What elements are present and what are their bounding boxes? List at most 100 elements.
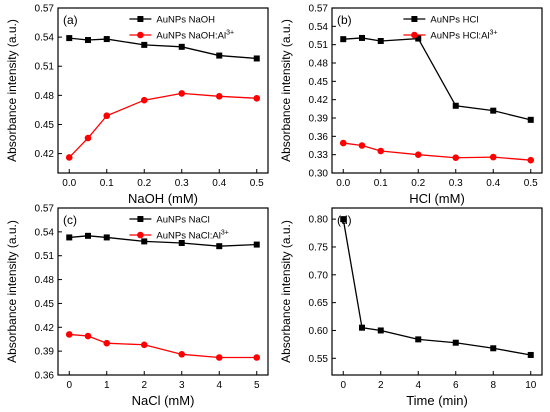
legend-label: AuNPs NaCl: [156, 215, 209, 226]
plot-frame: [331, 207, 543, 376]
y-tick-label: 0.36: [35, 371, 55, 382]
y-tick-label: 0.51: [35, 251, 55, 262]
x-tick-label: 2: [378, 380, 384, 391]
x-tick-label: 6: [453, 380, 459, 391]
data-point: [253, 354, 261, 361]
x-axis-title: NaOH (mM): [128, 191, 198, 206]
data-point: [140, 341, 148, 349]
y-tick-label: 0.51: [309, 40, 329, 51]
series-line: [343, 142, 531, 161]
legend-label-text: AuNPs HCl: [430, 15, 478, 26]
y-tick-label: 0.54: [35, 227, 55, 238]
data-point: [85, 232, 91, 239]
x-tick-label: 0.5: [524, 178, 538, 189]
x-tick-label: 0.1: [100, 178, 114, 189]
data-point: [415, 35, 422, 42]
plot-frame: [331, 7, 543, 174]
y-tick-label: 0.54: [35, 33, 55, 44]
data-point: [178, 90, 186, 97]
series-line: [68, 92, 257, 158]
data-point: [414, 151, 422, 158]
legend-label-superscript: 3+: [226, 30, 234, 37]
x-tick-label: 10: [525, 380, 537, 391]
x-axis-title: Time (min): [406, 393, 468, 408]
data-point: [377, 147, 385, 155]
y-tick-label: 0.45: [309, 77, 329, 88]
y-tick-label: 0.45: [35, 299, 55, 310]
x-axis-title: NaCl (mM): [132, 393, 195, 408]
series-line: [343, 37, 531, 121]
y-tick-label: 0.39: [309, 114, 329, 125]
data-point: [215, 93, 223, 100]
data-point: [141, 41, 148, 48]
legend-label-text: AuNPs HCl:Al: [430, 31, 489, 42]
x-tick-label: 0.0: [336, 178, 350, 189]
data-point: [215, 354, 223, 361]
y-tick-label: 0.45: [35, 120, 55, 131]
data-point: [178, 351, 186, 358]
y-tick-label: 0.70: [309, 270, 329, 281]
data-point: [415, 336, 422, 343]
x-axis-title: HCl (mM): [409, 191, 465, 206]
y-tick-label: 0.57: [35, 4, 55, 15]
panel-label: (c): [63, 213, 77, 227]
legend-swatch-marker: [137, 31, 144, 39]
data-point: [65, 154, 73, 161]
data-point: [103, 112, 111, 120]
data-point: [216, 243, 223, 250]
x-tick-label: 0.4: [486, 178, 500, 189]
data-point: [377, 327, 384, 334]
x-tick-label: 1: [104, 380, 110, 391]
y-tick-label: 0.48: [35, 91, 55, 102]
y-tick-label: 0.60: [309, 326, 329, 337]
data-point: [140, 96, 148, 104]
data-point: [527, 156, 535, 164]
legend-swatch-marker: [137, 16, 144, 22]
data-point: [66, 35, 73, 42]
data-point: [103, 36, 110, 43]
legend-label-text: AuNPs NaCl:Al: [156, 231, 220, 242]
x-tick-label: 4: [216, 380, 222, 391]
x-tick-label: 0: [66, 380, 72, 391]
legend-label-text: AuNPs NaOH: [156, 15, 215, 26]
legend-label: AuNPs NaCl:Al3+: [156, 230, 228, 242]
legend-label: AuNPs NaOH:Al3+: [156, 30, 234, 42]
y-tick-label: 0.54: [309, 22, 329, 33]
x-tick-label: 0.0: [62, 178, 76, 189]
y-tick-label: 0.48: [35, 275, 55, 286]
panel-d: 0 2 4 6 8 10 0.55 0.60 0.65 0.70 0.75 0.80 Time (min…: [279, 207, 543, 408]
data-point: [178, 239, 185, 246]
x-tick-label: 4: [415, 380, 421, 391]
x-tick-label: 8: [490, 380, 496, 391]
series-line: [69, 333, 257, 359]
y-tick-label: 0.57: [35, 204, 55, 215]
data-point: [178, 43, 185, 50]
y-tick-label: 0.57: [309, 4, 329, 15]
y-tick-label: 0.30: [309, 169, 329, 180]
y-tick-label: 0.75: [309, 242, 329, 253]
data-point: [141, 238, 148, 245]
legend-swatch-marker: [411, 31, 418, 39]
legend-swatch-marker: [411, 16, 418, 22]
data-point: [340, 36, 347, 43]
data-point: [84, 332, 92, 340]
y-tick-label: 0.65: [309, 298, 329, 309]
data-point: [359, 324, 365, 331]
data-point: [65, 331, 73, 338]
legend-label-superscript: 3+: [221, 230, 229, 237]
data-point: [340, 216, 347, 223]
legend-swatch-marker: [137, 216, 144, 222]
x-tick-label: 0.4: [212, 178, 226, 189]
legend-label: AuNPs HCl: [430, 15, 478, 26]
panel-label: (b): [337, 13, 352, 27]
x-tick-label: 0.2: [137, 178, 151, 189]
y-axis-title: Absorbance intensity (a.u.): [279, 19, 293, 162]
plot-frame: [57, 207, 269, 376]
x-tick-label: 0.3: [175, 178, 189, 189]
data-point: [377, 38, 384, 44]
panel-label: (a): [63, 13, 78, 27]
data-point: [489, 153, 497, 161]
data-point: [103, 339, 111, 347]
y-tick-label: 0.51: [35, 62, 55, 73]
series-line: [342, 219, 531, 356]
